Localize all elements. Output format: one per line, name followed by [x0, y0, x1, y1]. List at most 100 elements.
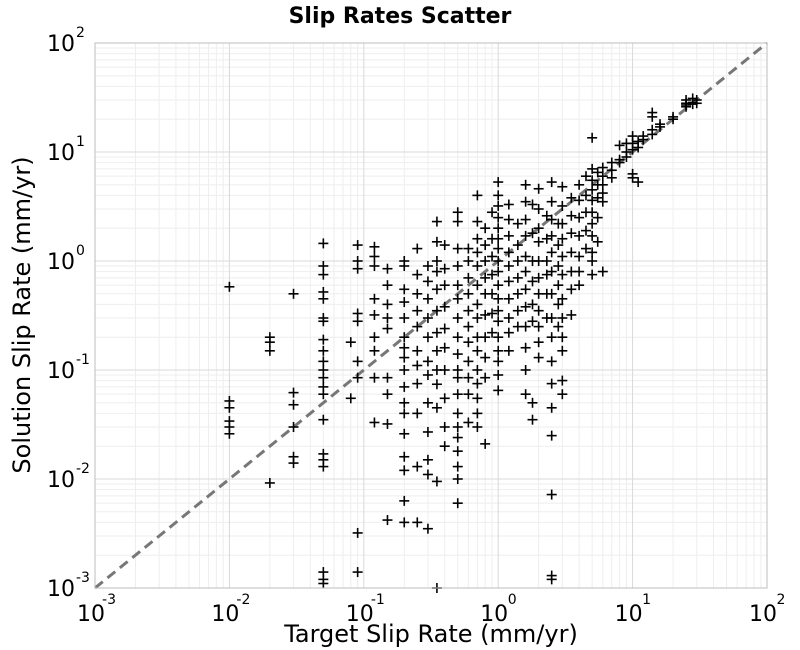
data-point [412, 360, 423, 371]
data-point [318, 316, 329, 327]
data-point [318, 345, 329, 356]
data-point [472, 280, 483, 291]
data-point [533, 183, 544, 194]
data-point [472, 247, 483, 258]
data-point [546, 332, 557, 343]
data-point [412, 517, 423, 528]
data-point [493, 385, 504, 396]
data-point [318, 356, 329, 367]
data-point [557, 375, 568, 386]
data-point [597, 171, 608, 182]
data-point [527, 299, 538, 310]
data-point [452, 446, 463, 457]
data-point [587, 207, 598, 218]
data-point [399, 451, 410, 462]
data-point [493, 266, 504, 277]
data-point [288, 458, 299, 469]
data-point [512, 305, 523, 316]
data-point [422, 426, 433, 437]
data-point [480, 309, 491, 320]
data-point [597, 162, 608, 173]
data-point [412, 269, 423, 280]
data-point [431, 256, 442, 266]
data-point [520, 365, 531, 375]
data-point [480, 240, 491, 251]
data-point [452, 312, 463, 323]
data-point [422, 332, 433, 343]
data-point [382, 263, 393, 274]
data-point [352, 240, 363, 251]
data-point [527, 316, 538, 327]
data-point [472, 421, 483, 432]
data-point [557, 312, 568, 323]
svg-text:10: 10 [47, 359, 75, 384]
data-point [503, 199, 514, 210]
data-point [431, 379, 442, 390]
data-point [369, 309, 380, 320]
data-point [399, 408, 410, 419]
data-point [587, 256, 598, 266]
data-point [587, 175, 598, 186]
data-point [487, 269, 498, 280]
data-point [422, 454, 433, 465]
data-point [399, 365, 410, 375]
data-point [452, 389, 463, 400]
data-point [431, 305, 442, 316]
data-point [369, 332, 380, 343]
data-point [382, 372, 393, 383]
svg-text:10: 10 [211, 602, 239, 627]
data-point [472, 312, 483, 323]
data-point [480, 272, 491, 283]
data-point [431, 284, 442, 295]
data-point [452, 349, 463, 360]
data-point [399, 284, 410, 295]
data-point [587, 195, 598, 206]
data-point [472, 260, 483, 271]
svg-text:10: 10 [47, 250, 75, 275]
svg-text:10: 10 [346, 602, 374, 627]
data-point [493, 177, 504, 188]
data-point [439, 263, 450, 274]
data-point [527, 199, 538, 210]
data-point [546, 489, 557, 500]
data-point [546, 312, 557, 323]
data-point [439, 365, 450, 375]
data-point [557, 218, 568, 229]
data-point [638, 134, 649, 145]
data-point [557, 181, 568, 192]
data-point [546, 266, 557, 277]
data-point [422, 397, 433, 408]
data-point [399, 332, 410, 343]
data-point [520, 214, 531, 225]
data-point [574, 230, 585, 241]
data-point [557, 251, 568, 262]
data-point [472, 365, 483, 375]
data-point [566, 192, 577, 203]
data-point [463, 243, 474, 254]
data-point [480, 256, 491, 266]
data-point [592, 192, 603, 203]
data-point [412, 408, 423, 419]
data-point [520, 342, 531, 353]
data-point [318, 389, 329, 400]
data-point [439, 323, 450, 334]
data-point [382, 280, 393, 291]
data-point [493, 305, 504, 316]
data-point [399, 465, 410, 476]
data-point [463, 337, 474, 348]
data-point [399, 260, 410, 271]
data-point [318, 293, 329, 304]
data-point [574, 266, 585, 277]
data-point [352, 527, 363, 538]
svg-text:-2: -2 [76, 461, 90, 477]
data-point [318, 260, 329, 271]
data-point [691, 98, 702, 109]
x-axis-label: Target Slip Rate (mm/yr) [283, 620, 578, 648]
data-point [574, 212, 585, 223]
data-point [487, 308, 498, 319]
data-point [412, 288, 423, 299]
data-point [369, 241, 380, 252]
data-point [318, 238, 329, 249]
data-point [546, 214, 557, 225]
data-point [480, 352, 491, 363]
